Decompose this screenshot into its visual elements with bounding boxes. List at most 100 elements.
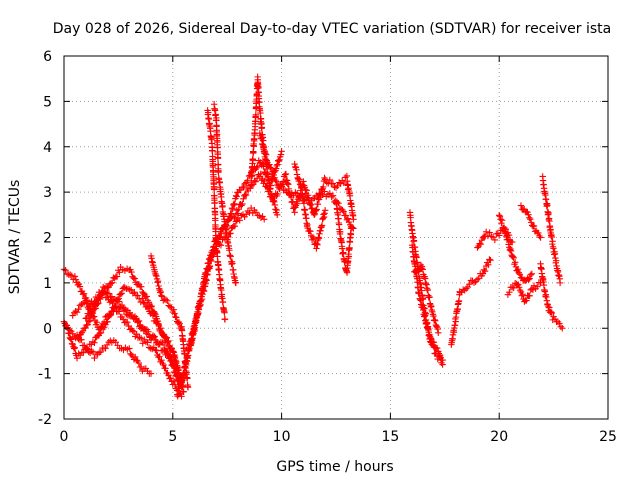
y-tick-label: 2 — [43, 231, 52, 247]
data-point — [118, 301, 126, 309]
data-point — [304, 192, 312, 199]
data-point — [556, 279, 564, 287]
data-track — [204, 107, 229, 323]
data-point — [434, 325, 441, 333]
data-point — [428, 306, 435, 314]
data-point — [134, 292, 141, 299]
data-point — [275, 157, 282, 164]
data-point — [523, 297, 530, 304]
data-point — [312, 207, 320, 214]
grid — [64, 56, 608, 419]
data-point — [298, 185, 305, 192]
data-point — [526, 214, 533, 222]
data-point — [180, 369, 187, 377]
data-point — [271, 198, 278, 206]
data-point — [211, 199, 218, 206]
data-point — [66, 334, 74, 341]
data-point — [180, 388, 187, 395]
data-point — [88, 348, 95, 355]
data-point — [160, 361, 167, 369]
data-point — [291, 160, 298, 168]
data-point — [73, 354, 81, 362]
data-point — [342, 174, 349, 181]
data-point — [285, 181, 292, 188]
data-point — [68, 272, 75, 279]
data-point — [70, 345, 78, 352]
data-point — [273, 178, 280, 185]
data-point — [160, 341, 168, 349]
data-point — [451, 322, 459, 329]
data-point — [528, 219, 535, 226]
data-point — [164, 338, 171, 345]
data-track — [448, 256, 494, 348]
data-point — [174, 370, 182, 377]
data-point — [349, 224, 356, 231]
data-point — [496, 212, 503, 219]
data-point — [509, 253, 517, 260]
data-point — [71, 273, 79, 280]
data-point — [121, 305, 129, 313]
data-point — [139, 295, 146, 302]
data-point — [163, 347, 171, 355]
data-point — [294, 200, 301, 207]
data-point — [145, 299, 153, 306]
data-point — [116, 269, 123, 276]
data-point — [173, 314, 180, 321]
data-point — [123, 311, 130, 318]
data-point — [430, 339, 438, 346]
data-point — [427, 334, 434, 342]
data-point — [137, 335, 145, 342]
data-point — [221, 309, 228, 316]
data-point — [308, 205, 315, 213]
data-point — [136, 334, 143, 341]
data-point — [317, 191, 325, 199]
data-point — [313, 206, 320, 213]
data-point — [171, 310, 178, 317]
data-point — [124, 318, 131, 326]
data-point — [163, 334, 170, 341]
data-point — [526, 275, 533, 282]
data-point — [509, 283, 516, 291]
data-point — [89, 338, 97, 345]
data-point — [85, 318, 93, 325]
data-point — [237, 186, 244, 194]
data-point — [93, 319, 101, 326]
data-point — [166, 303, 174, 310]
data-track — [517, 202, 544, 241]
data-point — [470, 279, 478, 286]
data-point — [527, 271, 534, 278]
data-point — [151, 333, 158, 340]
data-point — [232, 218, 240, 225]
data-track — [408, 241, 446, 368]
data-point — [321, 207, 329, 214]
data-point — [345, 218, 353, 226]
data-point — [266, 161, 273, 168]
data-point — [419, 266, 426, 273]
data-point — [209, 147, 216, 154]
data-point — [262, 150, 269, 158]
data-point — [240, 195, 247, 203]
data-point — [506, 288, 513, 296]
data-track — [537, 260, 566, 332]
data-point — [474, 244, 481, 251]
data-point — [206, 263, 213, 270]
data-point — [243, 211, 250, 218]
data-point — [557, 323, 565, 330]
data-point — [311, 211, 318, 218]
data-point — [116, 308, 123, 315]
data-point — [424, 325, 432, 333]
data-point — [307, 201, 315, 209]
data-point — [482, 228, 490, 235]
data-point — [99, 283, 107, 291]
data-point — [261, 177, 268, 185]
data-point — [525, 211, 532, 218]
data-point — [70, 309, 78, 317]
data-track — [332, 199, 355, 276]
data-point — [305, 195, 312, 202]
data-point — [257, 109, 264, 117]
data-point — [128, 268, 135, 276]
data-point — [212, 226, 219, 233]
data-track — [247, 73, 281, 219]
data-point — [510, 284, 517, 292]
data-point — [167, 374, 174, 382]
